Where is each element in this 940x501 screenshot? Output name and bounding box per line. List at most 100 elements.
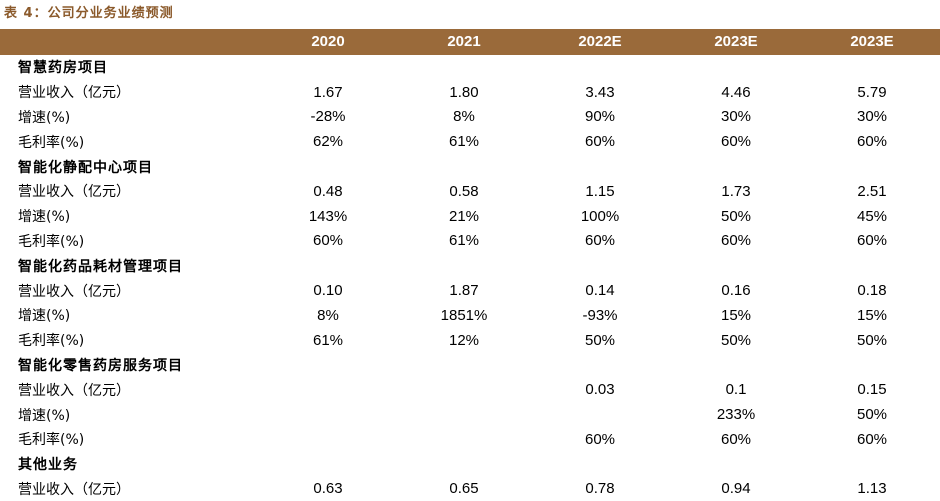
- table-cell: 0.48: [313, 182, 343, 200]
- forecast-table: 2020 2021 2022E 2023E 2023E 智慧药房项目营业收入（亿…: [0, 29, 940, 501]
- row-label: 增速(%): [18, 308, 71, 325]
- row-label: 增速(%): [18, 109, 71, 126]
- table-cell: 60%: [584, 430, 616, 448]
- table-cell: 60%: [584, 232, 616, 250]
- table-cell: 233%: [716, 406, 756, 424]
- table-cell: 60%: [856, 430, 888, 448]
- table-cell: 50%: [720, 207, 752, 225]
- table-cell: 50%: [856, 331, 888, 349]
- table-row: 毛利率(%) 60% 61% 60% 60% 60%: [0, 229, 940, 254]
- table-cell: 60%: [312, 232, 344, 250]
- table-cell: 1.67: [313, 83, 343, 101]
- section-row: 智能化零售药房服务项目: [0, 353, 940, 378]
- row-label: 营业收入（亿元）: [18, 283, 130, 300]
- row-label: 营业收入（亿元）: [18, 382, 130, 399]
- section-title: 智能化零售药房服务项目: [18, 357, 183, 374]
- table-row: 增速(%) 233% 50%: [0, 402, 940, 427]
- section-row: 智能化药品耗材管理项目: [0, 253, 940, 278]
- table-cell: 1851%: [440, 306, 488, 324]
- table-cell: -93%: [582, 306, 618, 324]
- table-row: 营业收入（亿元） 0.03 0.1 0.15: [0, 377, 940, 402]
- table-cell: 15%: [856, 306, 888, 324]
- table-cell: 50%: [584, 331, 616, 349]
- table-row: 营业收入（亿元） 0.63 0.65 0.78 0.94 1.13: [0, 477, 940, 501]
- table-body: 智慧药房项目营业收入（亿元） 1.67 1.80 3.43 4.46 5.79 增速(%) -…: [0, 55, 940, 501]
- table-cell: 1.13: [857, 480, 887, 498]
- row-label: 营业收入（亿元）: [18, 184, 130, 201]
- table-cell: 50%: [720, 331, 752, 349]
- table-cell: 0.16: [721, 282, 751, 300]
- table-row: 毛利率(%) 60% 60% 60%: [0, 427, 940, 452]
- row-label: 增速(%): [18, 407, 71, 424]
- table-cell: 15%: [720, 306, 752, 324]
- table-row: 毛利率(%) 61% 12% 50% 50% 50%: [0, 328, 940, 353]
- table-cell: 60%: [720, 430, 752, 448]
- table-cell: 61%: [312, 331, 344, 349]
- table-cell: 2.51: [857, 182, 887, 200]
- table-cell: 90%: [584, 108, 616, 126]
- table-cell: 60%: [720, 133, 752, 151]
- row-label: 毛利率(%): [18, 432, 85, 449]
- table-cell: 61%: [448, 232, 480, 250]
- table-cell: 21%: [448, 207, 480, 225]
- header-col-2020: 2020: [311, 33, 345, 50]
- table-cell: 60%: [856, 232, 888, 250]
- row-label: 毛利率(%): [18, 134, 85, 151]
- header-blank-cell: [0, 29, 260, 55]
- table-caption: 表 4：公司分业务业绩预测: [4, 6, 174, 21]
- table-cell: 5.79: [857, 83, 887, 101]
- table-cell: 0.58: [449, 182, 479, 200]
- table-cell: 1.80: [449, 83, 479, 101]
- table-cell: 100%: [580, 207, 620, 225]
- table-cell: 62%: [312, 133, 344, 151]
- section-title: 智能化静配中心项目: [18, 159, 153, 176]
- table-cell: 1.87: [449, 282, 479, 300]
- table-cell: 0.15: [857, 381, 887, 399]
- table-row: 营业收入（亿元） 1.67 1.80 3.43 4.46 5.79: [0, 80, 940, 105]
- table-cell: 3.43: [585, 83, 615, 101]
- row-label: 营业收入（亿元）: [18, 481, 130, 498]
- table-cell: 60%: [856, 133, 888, 151]
- section-title: 其他业务: [18, 457, 78, 474]
- table-row: 增速(%) -28% 8% 90% 30% 30%: [0, 105, 940, 130]
- table-cell: 1.73: [721, 182, 751, 200]
- table-cell: 0.03: [585, 381, 615, 399]
- section-title: 智能化药品耗材管理项目: [18, 258, 183, 275]
- table-cell: 30%: [856, 108, 888, 126]
- table-cell: 0.18: [857, 282, 887, 300]
- row-label: 毛利率(%): [18, 233, 85, 250]
- header-col-2021: 2021: [447, 33, 481, 50]
- table-cell: 0.78: [585, 480, 615, 498]
- header-col-2023e-b: 2023E: [850, 33, 894, 50]
- section-row: 智能化静配中心项目: [0, 154, 940, 179]
- table-header-row: 2020 2021 2022E 2023E 2023E: [0, 29, 940, 55]
- row-label: 增速(%): [18, 209, 71, 226]
- header-col-2022e: 2022E: [578, 33, 622, 50]
- table-row: 毛利率(%) 62% 61% 60% 60% 60%: [0, 129, 940, 154]
- table-cell: 0.14: [585, 282, 615, 300]
- table-cell: 143%: [308, 207, 348, 225]
- section-title: 智慧药房项目: [18, 60, 108, 77]
- table-cell: 0.63: [313, 480, 343, 498]
- table-cell: 12%: [448, 331, 480, 349]
- table-cell: 45%: [856, 207, 888, 225]
- table-cell: 60%: [584, 133, 616, 151]
- table-cell: 8%: [317, 306, 339, 324]
- section-row: 其他业务: [0, 452, 940, 477]
- row-label: 毛利率(%): [18, 333, 85, 350]
- header-col-2023e-a: 2023E: [714, 33, 758, 50]
- table-cell: 1.15: [585, 182, 615, 200]
- row-label: 营业收入（亿元）: [18, 85, 130, 102]
- table-cell: 0.1: [725, 381, 747, 399]
- table-cell: 30%: [720, 108, 752, 126]
- section-row: 智慧药房项目: [0, 55, 940, 80]
- table-cell: 8%: [453, 108, 475, 126]
- table-row: 营业收入（亿元） 0.10 1.87 0.14 0.16 0.18: [0, 278, 940, 303]
- table-cell: 50%: [856, 406, 888, 424]
- table-cell: 4.46: [721, 83, 751, 101]
- table-cell: 0.65: [449, 480, 479, 498]
- table-cell: 0.10: [313, 282, 343, 300]
- table-cell: 0.94: [721, 480, 751, 498]
- table-row: 营业收入（亿元） 0.48 0.58 1.15 1.73 2.51: [0, 179, 940, 204]
- table-cell: 61%: [448, 133, 480, 151]
